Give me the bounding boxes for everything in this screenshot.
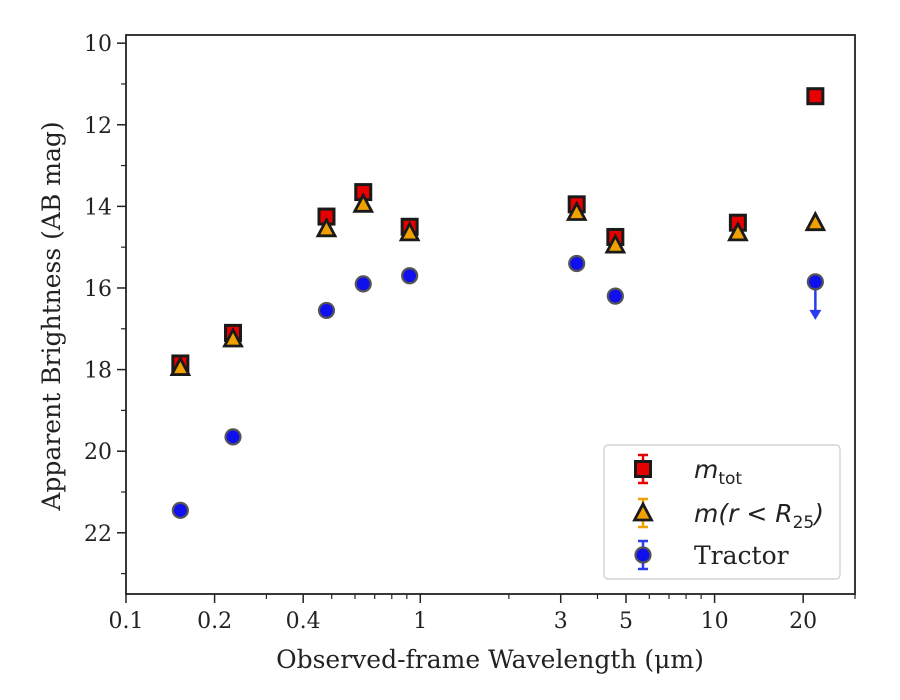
data-point <box>604 233 627 254</box>
data-marks <box>169 87 827 519</box>
data-point <box>806 87 825 106</box>
data-point <box>401 267 419 285</box>
axes: 0.1 0.2 0.4 1 3 5 10 20 10 12 14 16 18 20 22 <box>84 32 856 634</box>
legend-label: Tractor <box>694 541 789 570</box>
legend-marker <box>634 460 652 478</box>
x-tick-label: 20 <box>789 609 817 634</box>
y-tick-label: 18 <box>84 359 112 384</box>
data-point <box>727 220 749 242</box>
x-tick-label: 0.1 <box>109 609 144 634</box>
data-point <box>806 273 824 291</box>
plot-frame <box>125 34 856 595</box>
series-m-tot <box>171 87 825 373</box>
data-point <box>606 287 624 305</box>
data-point <box>315 216 338 238</box>
x-tick-label: 10 <box>701 609 729 634</box>
legend-label: mtot <box>694 455 742 489</box>
data-point <box>224 428 242 446</box>
legend-marker <box>634 546 652 564</box>
x-tick-label: 1 <box>413 609 427 634</box>
data-point <box>317 301 336 320</box>
data-point <box>354 275 372 293</box>
legend-item-m-r25: m(r < R25) <box>632 497 824 533</box>
data-point <box>565 200 588 221</box>
x-tick-label: 0.4 <box>286 609 321 634</box>
legend-marker <box>632 501 654 522</box>
data-point <box>222 326 244 348</box>
y-tick-label: 14 <box>84 195 112 220</box>
legend: mtot m(r < R25) Tractor <box>603 444 841 580</box>
y-tick-label: 10 <box>84 32 112 57</box>
x-tick-label: 0.2 <box>197 609 232 634</box>
x-tick-label: 5 <box>619 609 633 634</box>
x-tick-label: 3 <box>554 609 568 634</box>
x-axis-label: Observed-frame Wavelength (μm) <box>276 645 704 674</box>
data-point <box>804 210 827 232</box>
y-tick-label: 16 <box>84 277 112 302</box>
y-tick-label: 12 <box>84 114 112 139</box>
y-tick-label: 22 <box>84 522 112 547</box>
legend-label: m(r < R25) <box>694 499 824 533</box>
legend-item-tractor: Tractor <box>634 539 789 571</box>
data-point <box>171 501 189 519</box>
series-tractor <box>171 254 824 519</box>
y-tick-label: 20 <box>84 440 112 465</box>
y-axis-label: Apparent Brightness (AB mag) <box>37 121 66 511</box>
data-point <box>398 220 421 242</box>
upper-limit-arrow-head <box>809 309 822 320</box>
data-point <box>352 192 375 213</box>
legend-box <box>603 444 841 580</box>
data-point <box>568 254 586 273</box>
series-m-r25 <box>169 192 827 376</box>
legend-item-m-tot: mtot <box>634 453 742 489</box>
data-point <box>169 355 192 376</box>
